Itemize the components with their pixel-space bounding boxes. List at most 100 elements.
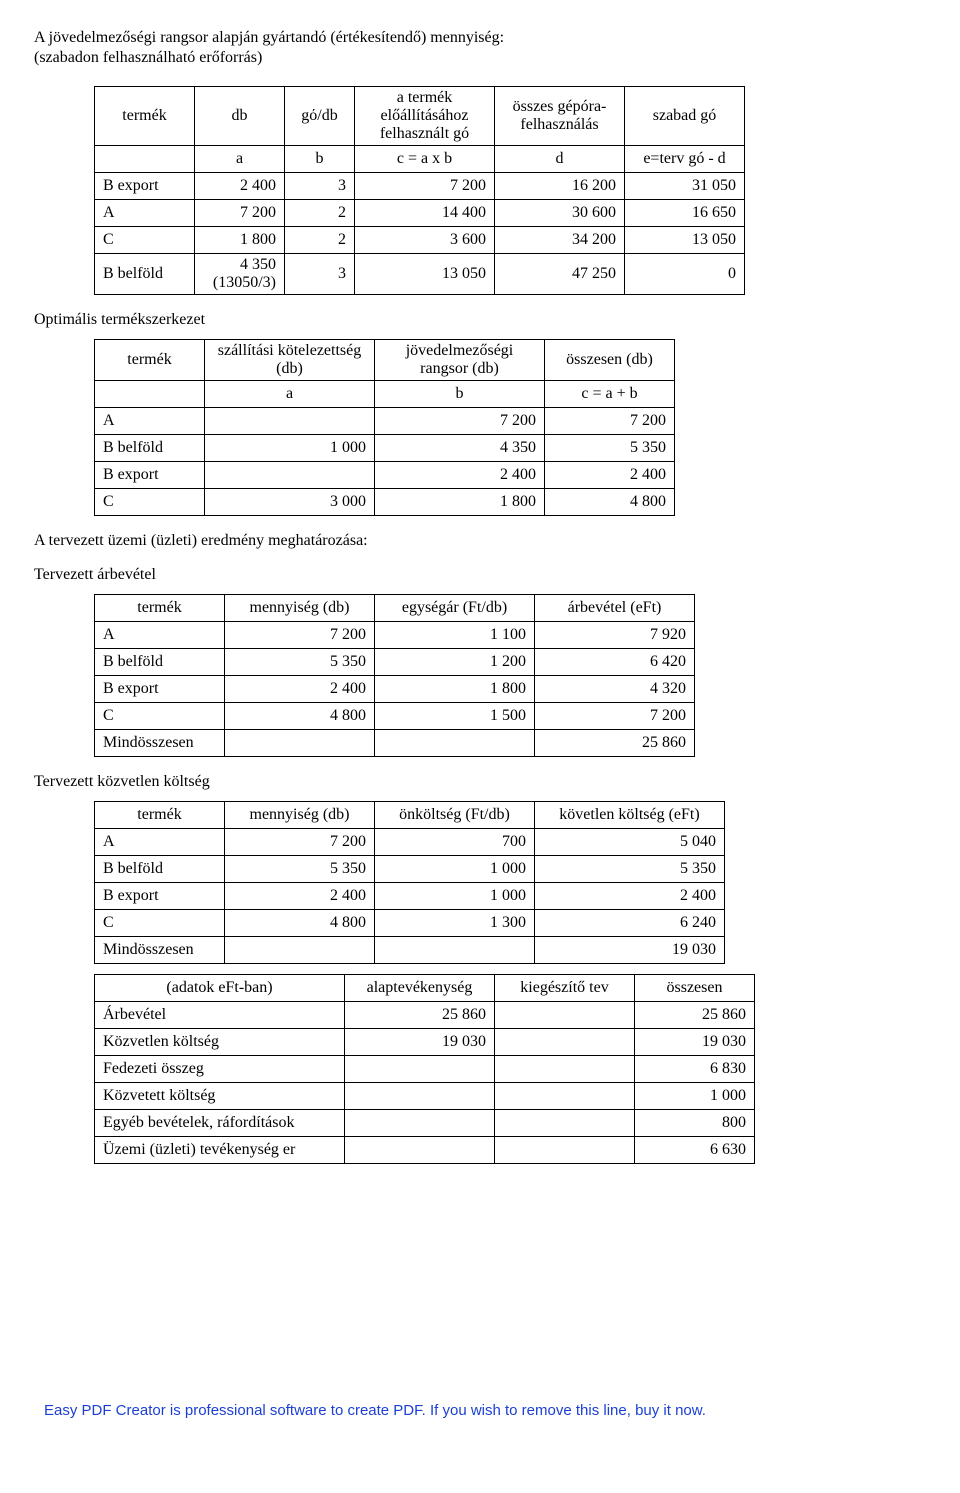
table-cell — [345, 1110, 495, 1137]
table-cell: 1 500 — [375, 703, 535, 730]
title-line2: (szabadon felhasználható erőforrás) — [34, 49, 262, 66]
sub-header — [95, 381, 205, 408]
data-table: termékszállítási kötelezettség (db)jöved… — [94, 339, 675, 516]
table-cell: 13 050 — [625, 227, 745, 254]
table-cell: Egyéb bevételek, ráfordítások — [95, 1110, 345, 1137]
section-revenue: Tervezett árbevétel — [34, 566, 926, 584]
column-header: termék — [95, 802, 225, 829]
table-cell: 800 — [635, 1110, 755, 1137]
table-cell: 16 650 — [625, 200, 745, 227]
column-header: mennyiség (db) — [225, 802, 375, 829]
table-cell: Árbevétel — [95, 1002, 345, 1029]
table-cell: 19 030 — [635, 1029, 755, 1056]
sub-header: b — [375, 381, 545, 408]
table-cell: 2 400 — [225, 883, 375, 910]
table-cell: 7 200 — [375, 408, 545, 435]
table-cell: 1 000 — [375, 883, 535, 910]
table-cell: 2 400 — [535, 883, 725, 910]
column-header: jövedelmezőségi rangsor (db) — [375, 340, 545, 381]
table-cell: 5 350 — [545, 435, 675, 462]
table-cell: C — [95, 489, 205, 516]
table-cell: 25 860 — [345, 1002, 495, 1029]
table-cell: 2 400 — [225, 676, 375, 703]
table1-container: termékdbgό/dba termék előállításához fel… — [34, 86, 926, 295]
table-cell: B export — [95, 883, 225, 910]
table-cell — [345, 1137, 495, 1164]
table-cell: 4 800 — [545, 489, 675, 516]
table-cell — [495, 1137, 635, 1164]
table-cell: 2 400 — [195, 173, 285, 200]
table-cell — [495, 1002, 635, 1029]
table-cell: 5 040 — [535, 829, 725, 856]
table-cell: A — [95, 829, 225, 856]
table4-container: termékmennyiség (db)önköltség (Ft/db)köv… — [34, 801, 926, 964]
column-header: (adatok eFt-ban) — [95, 975, 345, 1002]
table-cell: B export — [95, 676, 225, 703]
section-optimal: Optimális termékszerkezet — [34, 311, 926, 329]
sub-header: d — [495, 146, 625, 173]
table5-container: (adatok eFt-ban)alaptevékenységkiegészít… — [34, 974, 926, 1164]
table-cell — [375, 730, 535, 757]
table-cell — [345, 1056, 495, 1083]
table-cell — [375, 937, 535, 964]
table-cell: 7 200 — [195, 200, 285, 227]
table-cell: 1 000 — [205, 435, 375, 462]
table-cell: 6 830 — [635, 1056, 755, 1083]
table-cell: 0 — [625, 254, 745, 295]
table-cell: Közvetett költség — [95, 1083, 345, 1110]
table3-container: termékmennyiség (db)egységár (Ft/db)árbe… — [34, 594, 926, 757]
table-cell: B export — [95, 462, 205, 489]
table-cell: 2 — [285, 227, 355, 254]
table-cell: 19 030 — [345, 1029, 495, 1056]
section-direct-cost: Tervezett közvetlen költség — [34, 773, 926, 791]
column-header: követlen költség (eFt) — [535, 802, 725, 829]
column-header: összes gépóra-felhasználás — [495, 87, 625, 146]
table-cell: C — [95, 910, 225, 937]
table-cell: 5 350 — [225, 649, 375, 676]
table-cell: 3 — [285, 254, 355, 295]
table-cell: 2 400 — [545, 462, 675, 489]
table-cell: 4 350 — [375, 435, 545, 462]
column-header: önköltség (Ft/db) — [375, 802, 535, 829]
table-cell: 4 800 — [225, 703, 375, 730]
table-cell: Üzemi (üzleti) tevékenység er — [95, 1137, 345, 1164]
table-cell: 1 800 — [375, 676, 535, 703]
table-cell: 6 240 — [535, 910, 725, 937]
table-cell: 1 800 — [195, 227, 285, 254]
column-header: egységár (Ft/db) — [375, 595, 535, 622]
sub-header: a — [195, 146, 285, 173]
table-cell: 3 — [285, 173, 355, 200]
sub-header: a — [205, 381, 375, 408]
table-cell: 7 200 — [535, 703, 695, 730]
table-cell — [205, 408, 375, 435]
section-result-heading: A tervezett üzemi (üzleti) eredmény megh… — [34, 532, 926, 550]
table-cell: 7 200 — [355, 173, 495, 200]
table-cell: C — [95, 703, 225, 730]
sub-header: e=terv gó - d — [625, 146, 745, 173]
table-cell: 5 350 — [225, 856, 375, 883]
table-cell — [345, 1083, 495, 1110]
title-line1: A jövedelmezőségi rangsor alapján gyárta… — [34, 29, 504, 46]
table-cell: 4 350 (13050/3) — [195, 254, 285, 295]
column-header: termék — [95, 87, 195, 146]
column-header: alaptevékenység — [345, 975, 495, 1002]
table-cell: 5 350 — [535, 856, 725, 883]
table-cell: 1 100 — [375, 622, 535, 649]
table-cell: 7 920 — [535, 622, 695, 649]
sub-header: c = a x b — [355, 146, 495, 173]
table-cell: 4 320 — [535, 676, 695, 703]
column-header: összesen (db) — [545, 340, 675, 381]
table2-container: termékszállítási kötelezettség (db)jöved… — [34, 339, 926, 516]
table-cell: B belföld — [95, 856, 225, 883]
sub-header: b — [285, 146, 355, 173]
table-cell: Mindösszesen — [95, 937, 225, 964]
table-cell: Közvetlen költség — [95, 1029, 345, 1056]
table-cell: 31 050 — [625, 173, 745, 200]
table-cell: 6 420 — [535, 649, 695, 676]
table-cell: 30 600 — [495, 200, 625, 227]
data-table: (adatok eFt-ban)alaptevékenységkiegészít… — [94, 974, 755, 1164]
table-cell: Fedezeti összeg — [95, 1056, 345, 1083]
table-cell: 1 300 — [375, 910, 535, 937]
sub-header — [95, 146, 195, 173]
sub-header: c = a + b — [545, 381, 675, 408]
